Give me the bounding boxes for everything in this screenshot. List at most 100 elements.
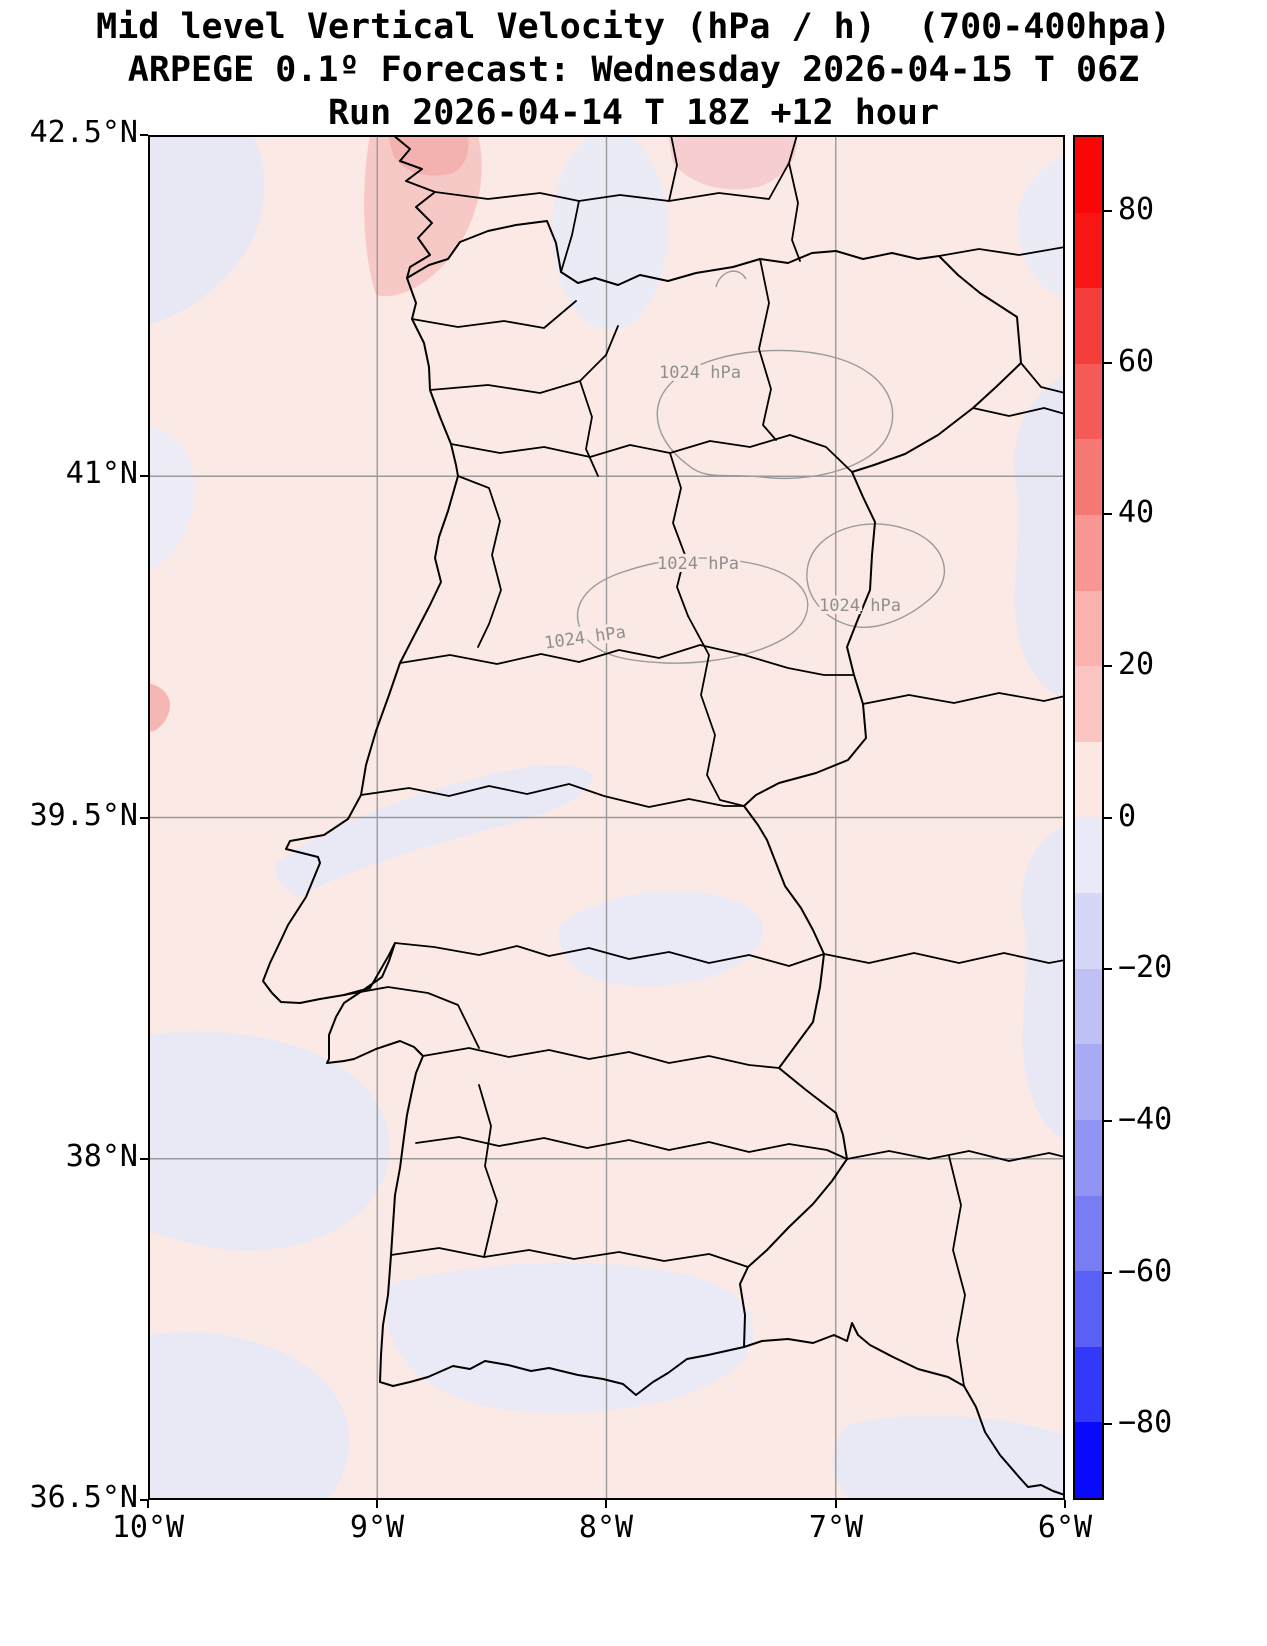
lon-tick-label: 7°W xyxy=(808,1510,864,1545)
district-boundary xyxy=(669,452,689,617)
colorbar-segment xyxy=(1075,1346,1102,1423)
isobar-contour xyxy=(715,270,747,288)
district-boundary xyxy=(1020,362,1065,394)
district-boundary xyxy=(668,135,678,202)
district-boundary xyxy=(823,952,1065,964)
colorbar-segment xyxy=(1075,590,1102,667)
lat-tick-label: 41°N xyxy=(65,456,138,491)
colorbar-tick-mark xyxy=(1104,816,1112,819)
lat-tick-label: 42.5°N xyxy=(29,115,138,150)
colorbar-segment xyxy=(1075,1195,1102,1272)
contour-label: 1024 hPa xyxy=(819,596,901,616)
colorbar-tick-label: 40 xyxy=(1118,495,1155,531)
colorbar-tick-label: −60 xyxy=(1118,1253,1173,1289)
colorbar-segment xyxy=(1075,968,1102,1045)
title-line-3: Run 2026-04-14 T 18Z +12 hour xyxy=(327,93,940,133)
colorbar-tick-mark xyxy=(1104,664,1112,667)
district-boundary xyxy=(343,986,480,1049)
district-boundary xyxy=(862,692,1065,705)
colorbar-segment xyxy=(1075,893,1102,969)
district-boundary xyxy=(972,407,1065,417)
district-boundary xyxy=(394,942,825,967)
colorbar-segment xyxy=(1075,1271,1102,1347)
colorbar-segment xyxy=(1075,666,1102,742)
district-boundary xyxy=(579,380,599,477)
colorbar-tick-mark xyxy=(1104,1423,1112,1426)
colorbar-segment xyxy=(1075,1422,1102,1498)
district-boundary xyxy=(687,615,745,807)
lon-tick-mark xyxy=(835,1500,837,1508)
negative-patch xyxy=(148,135,265,325)
colorbar-ticks: 80 60 40 20 0 −20 −40 −60 −80 xyxy=(1104,135,1266,1500)
colorbar-tick-mark xyxy=(1104,361,1112,364)
district-boundary xyxy=(360,783,745,808)
district-boundary xyxy=(938,246,1065,257)
colorbar-tick-mark xyxy=(1104,513,1112,516)
lon-tick-mark xyxy=(147,1500,149,1508)
colorbar-tick-mark xyxy=(1104,968,1112,971)
lat-tick-label: 38°N xyxy=(65,1139,138,1174)
map: 1024 hPa 1024 hPa 1024 hPa 1024 hPa xyxy=(148,135,1065,1500)
border-path xyxy=(406,220,1022,1348)
district-boundary xyxy=(429,325,619,394)
contour-label: 1024 hPa xyxy=(657,554,739,574)
colorbar-tick-mark xyxy=(1104,209,1112,212)
lat-tick-mark xyxy=(140,1158,148,1160)
colorbar-tick-mark xyxy=(1104,1271,1112,1274)
title-line-2: ARPEGE 0.1º Forecast: Wednesday 2026-04-… xyxy=(127,50,1140,90)
boundary-group xyxy=(262,135,1065,1496)
map-svg: 1024 hPa 1024 hPa 1024 hPa 1024 hPa xyxy=(148,135,1065,1500)
colorbar-tick-label: 60 xyxy=(1118,343,1155,379)
lon-tick-label: 8°W xyxy=(578,1510,634,1545)
negative-patch xyxy=(148,425,195,570)
district-boundary xyxy=(478,1084,498,1258)
district-boundary xyxy=(390,1247,749,1268)
negative-patch xyxy=(552,135,668,330)
district-boundary xyxy=(399,644,855,676)
colorbar-tick-label: −40 xyxy=(1118,1101,1173,1137)
contour-label: 1024 hPa xyxy=(659,363,741,383)
colorbar-segment xyxy=(1075,1044,1102,1120)
negative-patch xyxy=(388,1262,754,1413)
colorbar-tick-label: 20 xyxy=(1118,646,1155,682)
lat-tick-mark xyxy=(140,817,148,819)
district-boundary xyxy=(758,258,777,441)
district-boundary xyxy=(434,191,580,202)
colorbar-segment xyxy=(1075,288,1102,364)
colorbar-tick-label: 80 xyxy=(1118,191,1155,227)
coastline-path xyxy=(262,135,1065,1496)
colorbar-tick-label: −80 xyxy=(1118,1405,1173,1441)
district-boundary xyxy=(788,162,801,262)
map-frame xyxy=(148,135,1065,1500)
lat-tick-mark xyxy=(140,475,148,477)
district-boundary xyxy=(422,1047,780,1069)
negative-patch xyxy=(1017,155,1065,297)
colorbar-segment xyxy=(1075,1119,1102,1196)
colorbar-segment xyxy=(1075,817,1102,894)
negative-patch xyxy=(148,1031,390,1251)
isobar-contour xyxy=(656,349,894,480)
negative-patch xyxy=(148,1331,350,1500)
negative-patch xyxy=(833,1415,1065,1500)
district-boundary xyxy=(560,200,580,273)
colorbar-segment xyxy=(1075,212,1102,289)
lon-tick-mark xyxy=(1064,1500,1066,1508)
colorbar-segment xyxy=(1075,439,1102,516)
title-block: Mid level Vertical Velocity (hPa / h) (7… xyxy=(0,6,1267,135)
positive-patch xyxy=(388,135,469,176)
lat-tick-mark xyxy=(140,1499,148,1501)
district-boundary xyxy=(457,475,502,648)
gridline-group xyxy=(148,135,1065,1500)
district-boundary xyxy=(415,1136,848,1160)
colorbar-tick-label: 0 xyxy=(1118,798,1137,834)
title-line-1: Mid level Vertical Velocity (hPa / h) (7… xyxy=(96,7,1171,47)
isobar-contour xyxy=(806,523,946,628)
district-boundary xyxy=(948,1155,966,1387)
lon-tick-label: 6°W xyxy=(1037,1510,1093,1545)
negative-patch xyxy=(1022,825,1065,1140)
colorbar-segment xyxy=(1075,741,1102,818)
isobar-group xyxy=(576,270,946,664)
lat-tick-label: 39.5°N xyxy=(29,798,138,833)
negative-patch xyxy=(275,764,593,897)
lon-tick-mark xyxy=(376,1500,378,1508)
